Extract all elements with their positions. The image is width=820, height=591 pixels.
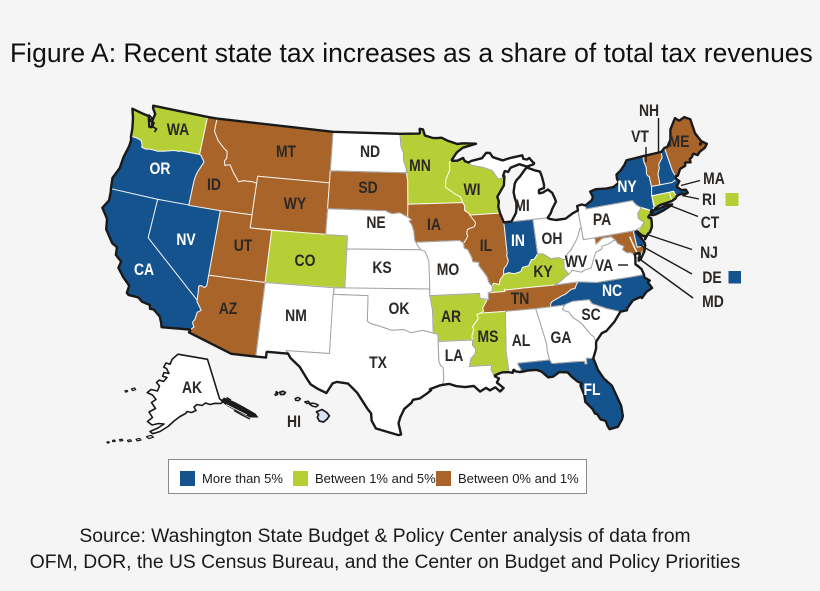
svg-text:AL: AL [512, 332, 531, 351]
svg-text:CA: CA [134, 261, 154, 280]
svg-text:NE: NE [366, 214, 385, 233]
svg-text:LA: LA [445, 347, 464, 366]
svg-text:OH: OH [542, 230, 563, 249]
svg-text:CO: CO [295, 252, 316, 271]
svg-text:HI: HI [287, 413, 301, 432]
svg-text:OR: OR [150, 160, 171, 179]
svg-text:RI: RI [702, 191, 716, 210]
svg-text:AR: AR [441, 308, 461, 327]
svg-text:GA: GA [551, 329, 572, 348]
svg-text:ME: ME [669, 133, 690, 152]
svg-text:NV: NV [176, 231, 196, 250]
svg-text:AZ: AZ [219, 300, 238, 319]
svg-text:MS: MS [478, 328, 499, 347]
svg-text:MT: MT [276, 143, 297, 162]
svg-text:IN: IN [511, 232, 525, 251]
svg-text:ND: ND [360, 143, 380, 162]
svg-text:IA: IA [427, 216, 441, 235]
svg-text:MN: MN [409, 157, 431, 176]
svg-text:KY: KY [533, 263, 553, 282]
svg-text:CT: CT [701, 214, 720, 233]
svg-text:NY: NY [617, 178, 637, 197]
svg-text:WV: WV [565, 253, 588, 272]
svg-text:SD: SD [358, 179, 377, 198]
svg-text:ID: ID [207, 176, 221, 195]
svg-text:WA: WA [167, 121, 189, 140]
svg-text:MA: MA [703, 170, 725, 189]
svg-text:NH: NH [639, 102, 659, 121]
svg-text:TX: TX [369, 354, 387, 373]
svg-text:VT: VT [631, 128, 649, 147]
svg-text:WY: WY [284, 195, 307, 214]
svg-text:AK: AK [182, 379, 203, 398]
svg-text:MI: MI [514, 197, 529, 216]
svg-text:MO: MO [437, 261, 459, 280]
svg-text:NM: NM [285, 307, 307, 326]
svg-text:TN: TN [511, 290, 530, 309]
svg-text:IL: IL [480, 237, 493, 256]
svg-text:NC: NC [602, 282, 622, 301]
svg-text:UT: UT [234, 237, 253, 256]
svg-text:VA: VA [595, 257, 613, 276]
svg-text:OK: OK [389, 300, 411, 319]
svg-text:WI: WI [463, 181, 480, 200]
svg-text:DE: DE [702, 269, 721, 288]
svg-text:PA: PA [593, 211, 611, 230]
svg-text:FL: FL [583, 381, 600, 400]
svg-text:MD: MD [702, 293, 724, 312]
svg-text:SC: SC [581, 306, 600, 325]
svg-text:NJ: NJ [700, 244, 718, 263]
svg-text:KS: KS [372, 259, 391, 278]
